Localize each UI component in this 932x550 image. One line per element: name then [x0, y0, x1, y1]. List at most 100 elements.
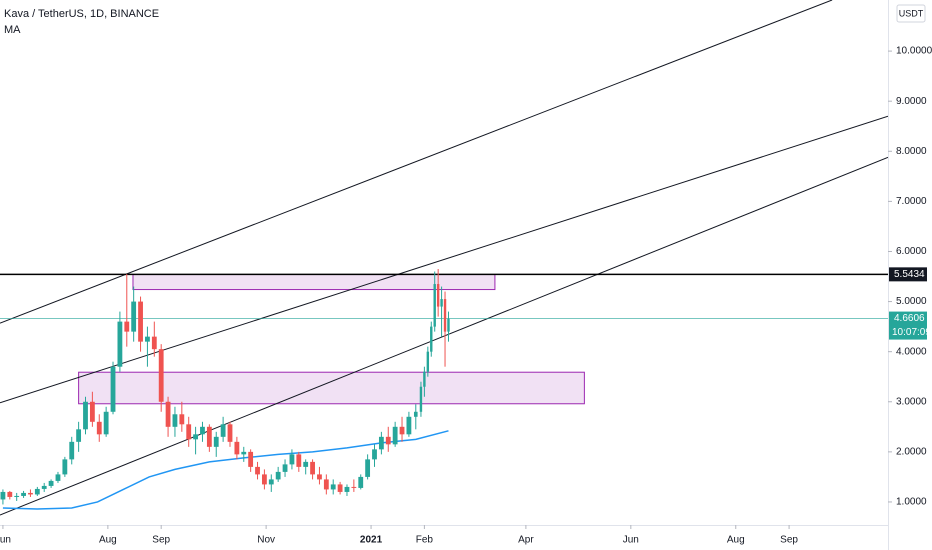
candle-body [443, 299, 447, 332]
candle-body [261, 474, 267, 485]
hline-label-box [889, 267, 927, 282]
x-tick-label: Apr [518, 535, 534, 546]
candle-body [436, 284, 440, 307]
y-tick-label: 10.0000 [896, 46, 932, 57]
candle-body [131, 301, 137, 332]
moving-average [2, 430, 449, 510]
candle-body [124, 321, 130, 332]
y-tick-label: 8.0000 [896, 146, 927, 157]
trend-line [0, 0, 833, 324]
x-tick-label: Feb [416, 535, 434, 546]
candle-body [365, 459, 371, 477]
candle-body [385, 436, 391, 445]
currency-box[interactable] [896, 4, 926, 23]
candle-body [275, 471, 281, 480]
x-tick-label: Sep [780, 535, 798, 546]
candle-body [117, 321, 123, 367]
candle-body [406, 416, 412, 435]
candle-body [21, 492, 26, 496]
candle-body [351, 486, 357, 488]
candle-body [55, 474, 61, 481]
last-price-label: 4.6606 [894, 313, 925, 324]
candle-body [234, 441, 240, 455]
last-price-box [889, 311, 927, 340]
candle-body [289, 454, 295, 465]
candle-body [426, 351, 430, 372]
candle-body [76, 429, 82, 442]
x-tick-label: Jun [0, 535, 11, 546]
candle-body [303, 461, 309, 467]
candle-body [89, 401, 95, 422]
plot-area [0, 0, 888, 516]
candle-body [179, 414, 185, 425]
candle-body [110, 366, 116, 412]
x-tick-label: Nov [257, 535, 275, 546]
candle-body [193, 434, 199, 440]
candle-body [248, 451, 254, 467]
candle-body [344, 486, 350, 492]
x-tick-label: Sep [152, 535, 170, 546]
y-tick-label: 7.0000 [896, 196, 927, 207]
candle-body [145, 336, 150, 342]
x-tick-label: 2021 [360, 535, 383, 546]
y-tick-label: 6.0000 [896, 246, 927, 257]
zone [78, 371, 585, 405]
candle-body [433, 284, 436, 327]
candle-body [227, 424, 233, 442]
y-tick-label: 3.0000 [896, 396, 927, 407]
y-tick-label: 9.0000 [896, 96, 927, 107]
x-tick-label: Aug [727, 535, 745, 546]
candle-body [399, 426, 405, 435]
candle-body [220, 424, 226, 437]
candle-body [440, 299, 443, 307]
candle-body [83, 401, 88, 430]
candle-body [14, 495, 20, 497]
candle-body [206, 426, 212, 447]
candle-body [423, 371, 426, 387]
candle-body [0, 491, 6, 500]
candle-body [138, 301, 143, 342]
trend-line [0, 156, 888, 516]
candle-body [372, 449, 377, 460]
candle-body [165, 401, 171, 427]
y-tick-label: 4.0000 [896, 346, 927, 357]
candle-body [378, 436, 384, 450]
candle-body [282, 464, 288, 472]
candle-body [337, 484, 343, 492]
candle-body [255, 466, 260, 475]
x-tick-label: Aug [99, 535, 117, 546]
countdown: 10:07:09 [892, 327, 931, 338]
indicator-label[interactable]: MA [4, 24, 21, 36]
y-tick-label: 5.0000 [896, 296, 927, 307]
candle-body [268, 479, 274, 485]
currency[interactable]: USDT [899, 8, 924, 18]
candle-body [41, 485, 47, 489]
candle-body [48, 480, 54, 486]
candle-body [151, 336, 157, 350]
candle-body [317, 474, 322, 480]
candle-body [69, 441, 75, 460]
zone [132, 274, 496, 291]
candle-body [419, 386, 423, 412]
candle-body [392, 426, 398, 445]
candle-body [430, 326, 433, 352]
y-tick-label: 2.0000 [896, 447, 927, 458]
candle-body [413, 411, 418, 417]
candle-body [296, 454, 302, 467]
candle-body [158, 349, 164, 402]
candle-body [34, 488, 40, 495]
y-tick-label: 1.0000 [896, 497, 927, 508]
candle-body [358, 476, 364, 488]
candle-body [7, 491, 13, 497]
chart-title: Kava / TetherUS, 1D, BINANCE [4, 8, 159, 20]
hline-label: 5.5434 [894, 269, 925, 280]
candle-body [213, 436, 219, 447]
candle-body [28, 492, 33, 495]
candle-body [103, 411, 109, 435]
trend-line [0, 115, 888, 404]
candle-body [186, 424, 192, 440]
candle-body [323, 479, 329, 490]
candle-body [172, 414, 178, 427]
x-tick-label: Jun [623, 535, 639, 546]
